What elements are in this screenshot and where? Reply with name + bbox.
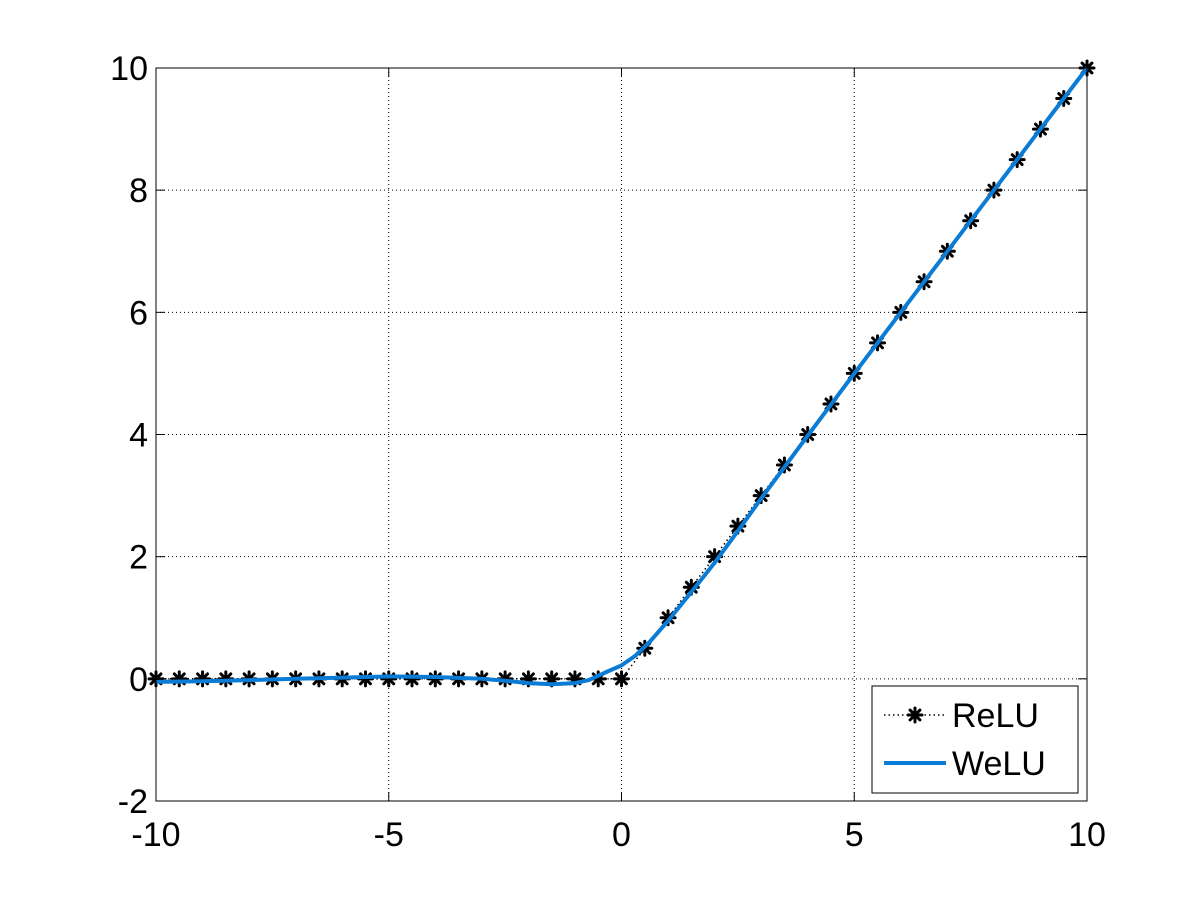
x-tick-label: 0 bbox=[612, 816, 631, 854]
series-welu-line bbox=[155, 66, 1089, 687]
legend-label: WeLU bbox=[952, 745, 1046, 783]
y-tick-label: 6 bbox=[129, 294, 148, 332]
series-layer bbox=[147, 59, 1096, 688]
relu-marker bbox=[170, 670, 188, 688]
relu-marker bbox=[613, 670, 630, 688]
legend: ReLU WeLU bbox=[871, 685, 1079, 794]
y-tick-label: 10 bbox=[110, 50, 148, 88]
x-tick-label: 5 bbox=[845, 816, 864, 854]
x-tick-label: 10 bbox=[1068, 816, 1106, 854]
legend-marker-relu bbox=[906, 706, 924, 724]
legend-label: ReLU bbox=[952, 697, 1039, 735]
y-tick-label: 4 bbox=[129, 417, 148, 455]
relu-marker bbox=[403, 670, 421, 688]
y-tick-label: -2 bbox=[118, 783, 148, 821]
y-tick-label: 2 bbox=[129, 539, 148, 577]
axis-ticks: -10 -5 0 5 10 -2 0 2 4 6 8 10 bbox=[110, 50, 1106, 854]
y-tick-label: 0 bbox=[129, 661, 148, 699]
y-tick-label: 8 bbox=[129, 172, 148, 210]
relu-marker bbox=[380, 670, 398, 688]
relu-marker bbox=[194, 670, 212, 688]
legend-box bbox=[871, 685, 1079, 794]
x-tick-label: -10 bbox=[131, 816, 180, 854]
x-tick-label: -5 bbox=[374, 816, 404, 854]
